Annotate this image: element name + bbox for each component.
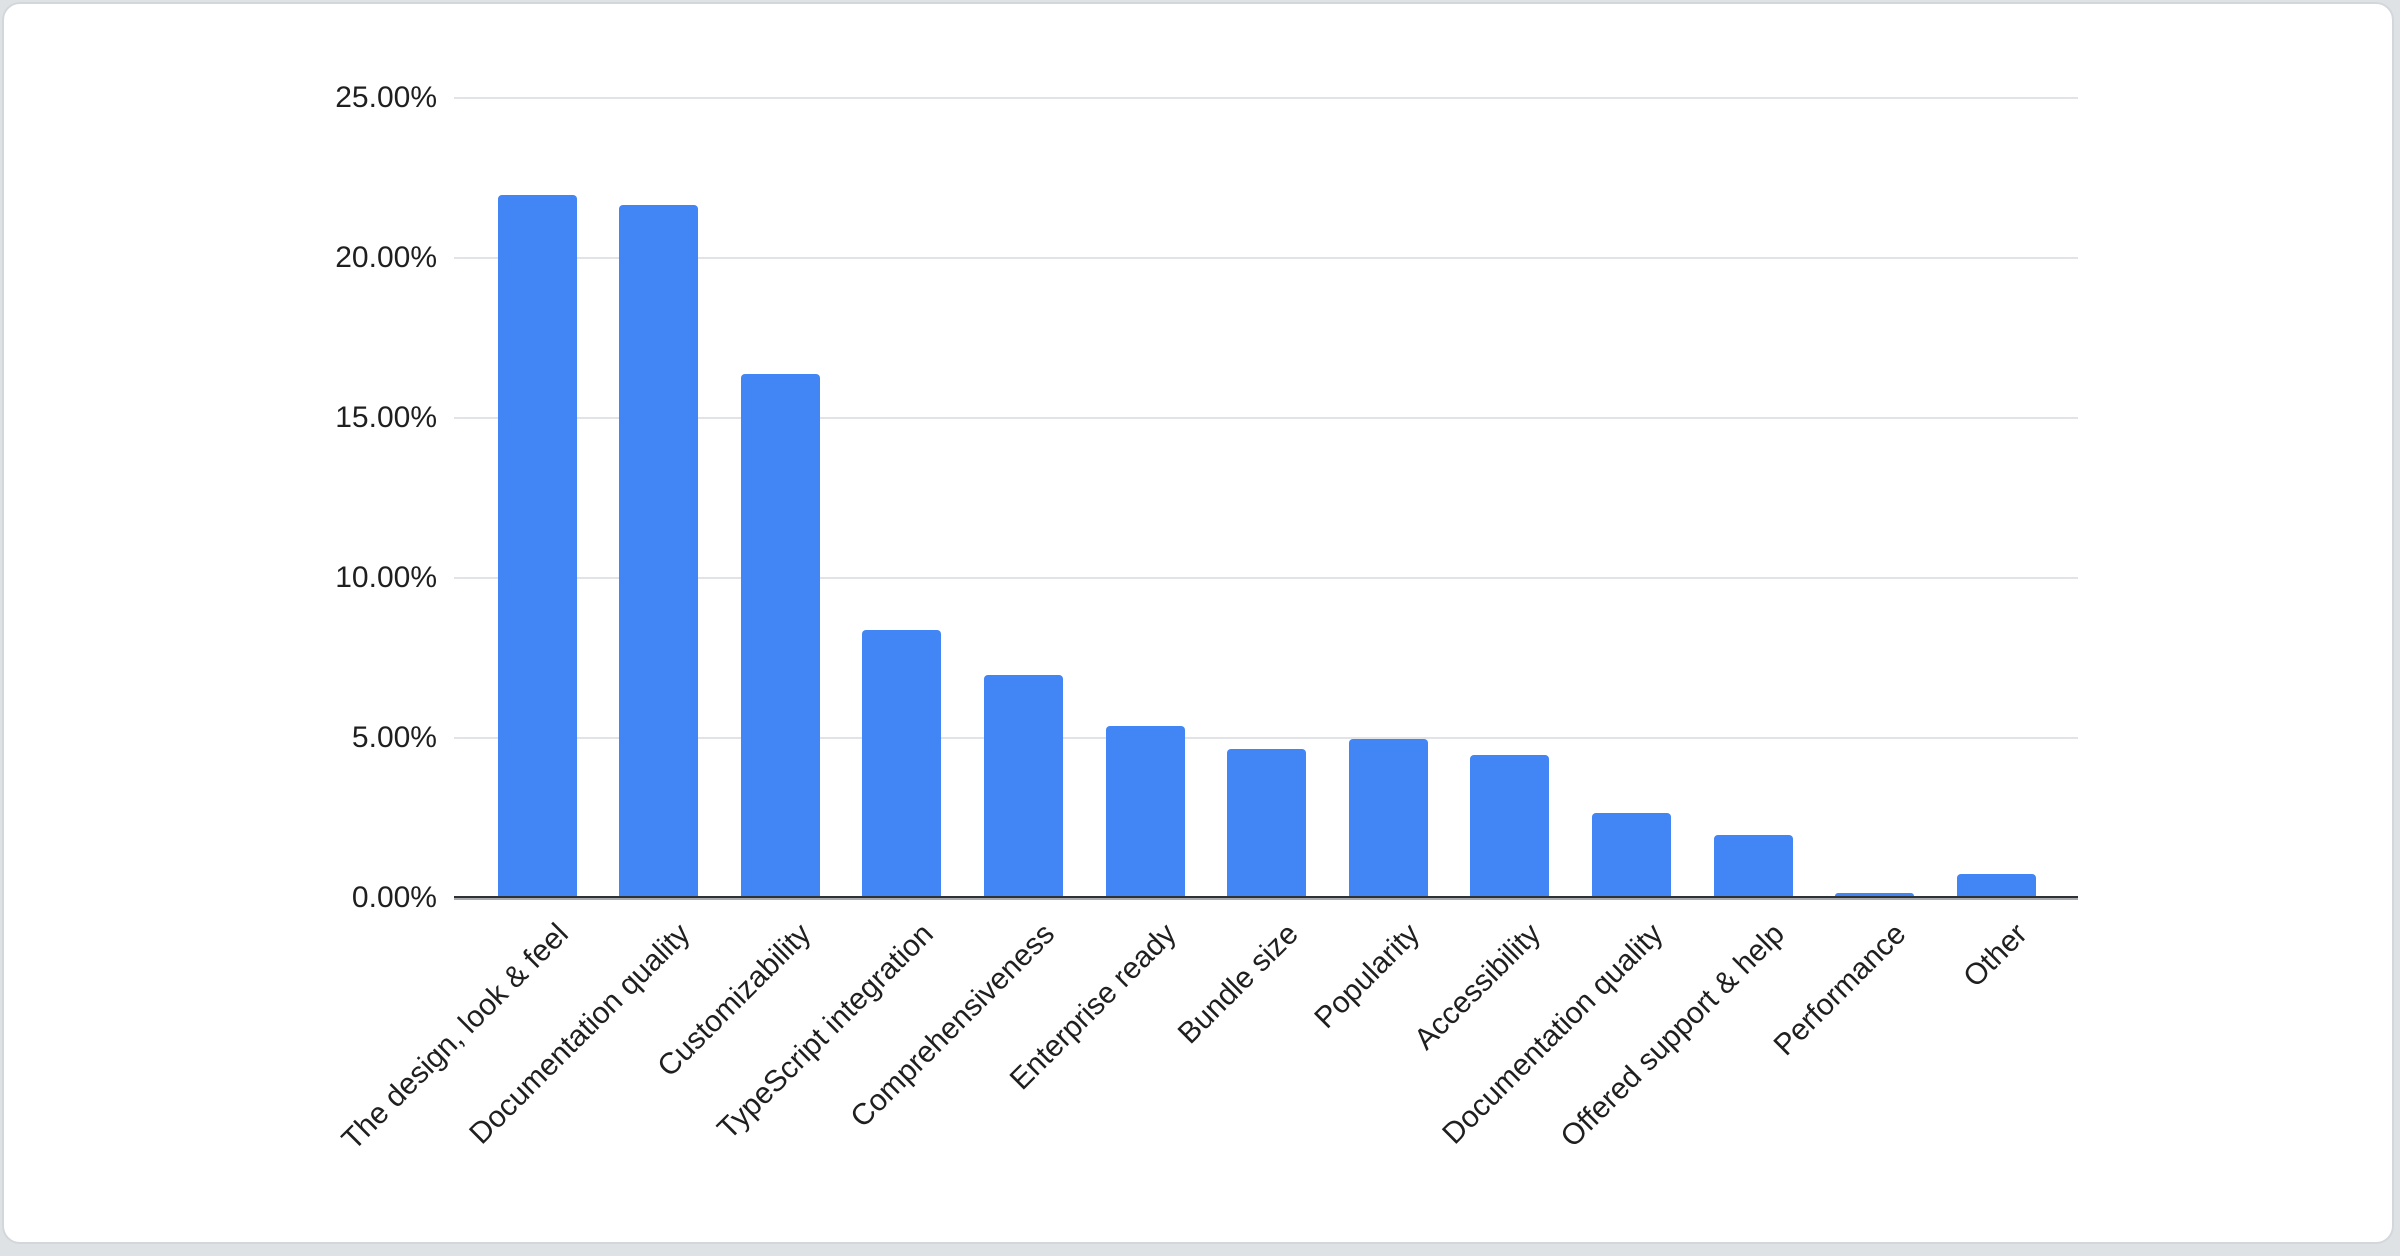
bar[interactable] xyxy=(984,675,1063,896)
x-axis-category-label: Comprehensiveness xyxy=(844,917,1062,1135)
bar[interactable] xyxy=(498,195,577,896)
y-axis-tick-label: 5.00% xyxy=(351,721,437,754)
bar[interactable] xyxy=(862,630,941,896)
x-axis-category-label: Popularity xyxy=(1308,917,1426,1035)
gridline xyxy=(454,97,2078,99)
bar[interactable] xyxy=(1592,813,1671,896)
bar[interactable] xyxy=(741,374,820,896)
gridline xyxy=(454,737,2078,739)
y-axis-tick-label: 15.00% xyxy=(335,401,437,434)
x-axis-category-label: Documentation quality xyxy=(463,917,697,1151)
bar[interactable] xyxy=(1835,893,1914,896)
x-axis-category-label: Other xyxy=(1957,917,2034,994)
y-axis-tick-label: 20.00% xyxy=(335,241,437,274)
y-axis-tick-label: 25.00% xyxy=(335,81,437,114)
bar[interactable] xyxy=(1957,874,2036,896)
bar[interactable] xyxy=(1106,726,1185,896)
x-axis-category-label: Documentation quality xyxy=(1435,917,1670,1151)
bar[interactable] xyxy=(1227,749,1306,896)
gridline xyxy=(454,417,2078,419)
x-axis-category-label: Bundle size xyxy=(1171,917,1305,1051)
x-axis-line xyxy=(454,896,2078,900)
y-axis-tick-label: 10.00% xyxy=(335,561,437,594)
bar[interactable] xyxy=(1349,739,1428,896)
y-axis-tick-label: 0.00% xyxy=(351,881,437,914)
bar[interactable] xyxy=(619,205,698,896)
bar[interactable] xyxy=(1714,835,1793,896)
x-axis-category-label: TypeScript integration xyxy=(710,917,940,1146)
gridline xyxy=(454,257,2078,259)
x-axis-category-label: The design, look & feel xyxy=(335,917,575,1157)
bar[interactable] xyxy=(1470,755,1549,896)
gridline xyxy=(454,577,2078,579)
x-axis-category-label: Offered support & help xyxy=(1554,917,1791,1154)
